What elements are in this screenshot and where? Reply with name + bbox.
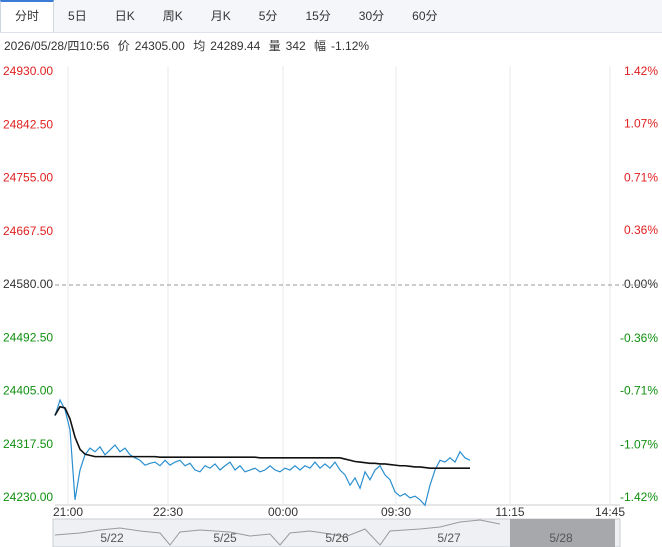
tab-bar: 分时 5日 日K 周K 月K 5分 15分 30分 60分 bbox=[0, 0, 662, 33]
navigator-label: 5/27 bbox=[437, 531, 461, 545]
info-value: 24289.44 bbox=[210, 39, 261, 53]
tab[interactable]: 月K bbox=[210, 9, 231, 23]
y2-tick-label: 0.00% bbox=[624, 277, 658, 291]
y-tick-label: 24492.50 bbox=[3, 330, 53, 344]
navigator-line bbox=[54, 519, 501, 546]
tab[interactable]: 5分 bbox=[258, 9, 278, 23]
y2-tick-label: 1.07% bbox=[624, 117, 658, 131]
navigator-label: 5/22 bbox=[100, 531, 124, 545]
tab[interactable]: 5日 bbox=[68, 9, 87, 23]
x-tick-label: 21:00 bbox=[53, 505, 83, 519]
info-value: -1.12% bbox=[331, 39, 370, 53]
y-tick-label: 24667.50 bbox=[3, 224, 53, 238]
y2-tick-label: 1.42% bbox=[624, 64, 658, 78]
y-tick-label: 24930.00 bbox=[3, 64, 53, 78]
info-value: 342 bbox=[285, 39, 306, 53]
tab[interactable]: 日K bbox=[114, 9, 135, 23]
x-tick-label: 14:45 bbox=[595, 505, 625, 519]
navigator-label: 5/25 bbox=[213, 531, 237, 545]
tab[interactable]: 周K bbox=[162, 9, 183, 23]
info-label: 量 bbox=[268, 39, 281, 53]
info-label: 均 bbox=[193, 39, 206, 53]
y-tick-label: 24755.00 bbox=[3, 171, 53, 185]
y2-tick-label: -1.42% bbox=[620, 490, 658, 504]
info-value: 24305.00 bbox=[134, 39, 185, 53]
tab[interactable]: 分时 bbox=[0, 0, 55, 32]
x-tick-label: 22:30 bbox=[153, 505, 183, 519]
x-tick-label: 11:15 bbox=[495, 505, 524, 519]
y2-tick-label: -0.36% bbox=[620, 331, 658, 345]
y-tick-label: 24580.00 bbox=[3, 277, 53, 291]
y2-tick-label: -0.71% bbox=[620, 384, 658, 398]
series-line bbox=[54, 398, 471, 507]
info-label: 价 bbox=[117, 39, 130, 53]
tab[interactable]: 15分 bbox=[305, 9, 331, 23]
y2-tick-label: -1.07% bbox=[620, 438, 658, 452]
info-label: 幅 bbox=[314, 39, 327, 53]
y2-tick-label: 0.36% bbox=[624, 223, 658, 237]
y-tick-label: 24842.50 bbox=[3, 117, 53, 131]
navigator-label: 5/26 bbox=[325, 531, 349, 545]
y2-tick-label: 0.71% bbox=[624, 171, 658, 185]
tab[interactable]: 30分 bbox=[358, 9, 385, 23]
navigator-label: 5/28 bbox=[549, 531, 573, 545]
y-tick-label: 24317.50 bbox=[3, 437, 53, 451]
x-tick-label: 00:00 bbox=[268, 505, 298, 519]
series-line bbox=[54, 405, 470, 469]
navigator-window[interactable] bbox=[510, 519, 615, 547]
y-tick-label: 24230.00 bbox=[3, 490, 53, 504]
tab[interactable]: 60分 bbox=[412, 9, 438, 23]
x-tick-label: 09:30 bbox=[381, 505, 411, 519]
y-tick-label: 24405.00 bbox=[3, 384, 53, 398]
info-time: 2026/05/28/四10:56 bbox=[4, 39, 110, 53]
